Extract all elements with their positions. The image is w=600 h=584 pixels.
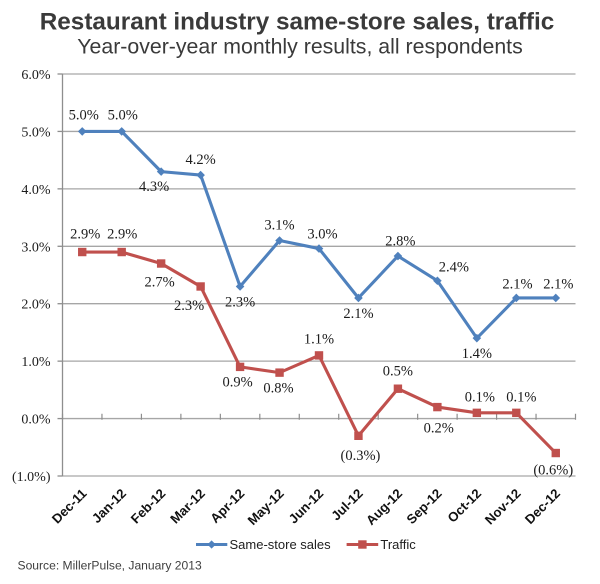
svg-text:0.8%: 0.8% [263, 381, 293, 397]
svg-text:3.0%: 3.0% [21, 240, 51, 255]
svg-text:4.0%: 4.0% [21, 183, 51, 198]
svg-text:2.1%: 2.1% [343, 306, 373, 322]
svg-text:0.0%: 0.0% [21, 413, 51, 428]
svg-text:(0.6%): (0.6%) [533, 463, 573, 479]
svg-text:(0.3%): (0.3%) [341, 448, 381, 464]
svg-text:1.4%: 1.4% [462, 346, 492, 362]
svg-text:1.0%: 1.0% [21, 355, 51, 370]
svg-text:Restaurant industry same-store: Restaurant industry same-store sales, tr… [40, 9, 554, 36]
svg-text:2.1%: 2.1% [543, 276, 573, 292]
svg-text:Year-over-year monthly results: Year-over-year monthly results, all resp… [77, 35, 522, 59]
svg-text:2.3%: 2.3% [225, 294, 255, 310]
svg-text:5.0%: 5.0% [21, 125, 51, 140]
svg-text:5.0%: 5.0% [108, 107, 138, 123]
svg-text:0.1%: 0.1% [465, 390, 495, 406]
svg-text:2.9%: 2.9% [107, 227, 137, 243]
svg-text:2.7%: 2.7% [145, 275, 175, 291]
svg-text:6.0%: 6.0% [21, 68, 51, 83]
svg-text:2.0%: 2.0% [21, 298, 51, 313]
svg-text:2.9%: 2.9% [70, 227, 100, 243]
svg-text:3.1%: 3.1% [264, 218, 294, 234]
svg-text:Source: MillerPulse, January 2: Source: MillerPulse, January 2013 [18, 559, 202, 573]
svg-text:0.2%: 0.2% [424, 421, 454, 437]
svg-text:2.4%: 2.4% [439, 260, 469, 276]
svg-text:Traffic: Traffic [380, 537, 416, 552]
svg-text:5.0%: 5.0% [69, 107, 99, 123]
svg-text:Same-store sales: Same-store sales [230, 537, 332, 552]
svg-text:0.5%: 0.5% [383, 364, 413, 380]
svg-text:0.1%: 0.1% [506, 390, 536, 406]
svg-text:0.9%: 0.9% [222, 375, 252, 391]
svg-text:3.0%: 3.0% [307, 227, 337, 243]
svg-text:1.1%: 1.1% [304, 331, 334, 347]
svg-text:2.1%: 2.1% [502, 276, 532, 292]
svg-text:(1.0%): (1.0%) [12, 470, 51, 485]
svg-text:2.3%: 2.3% [174, 298, 204, 314]
svg-text:4.3%: 4.3% [139, 179, 169, 195]
svg-text:4.2%: 4.2% [186, 152, 216, 168]
svg-text:2.8%: 2.8% [385, 233, 415, 249]
